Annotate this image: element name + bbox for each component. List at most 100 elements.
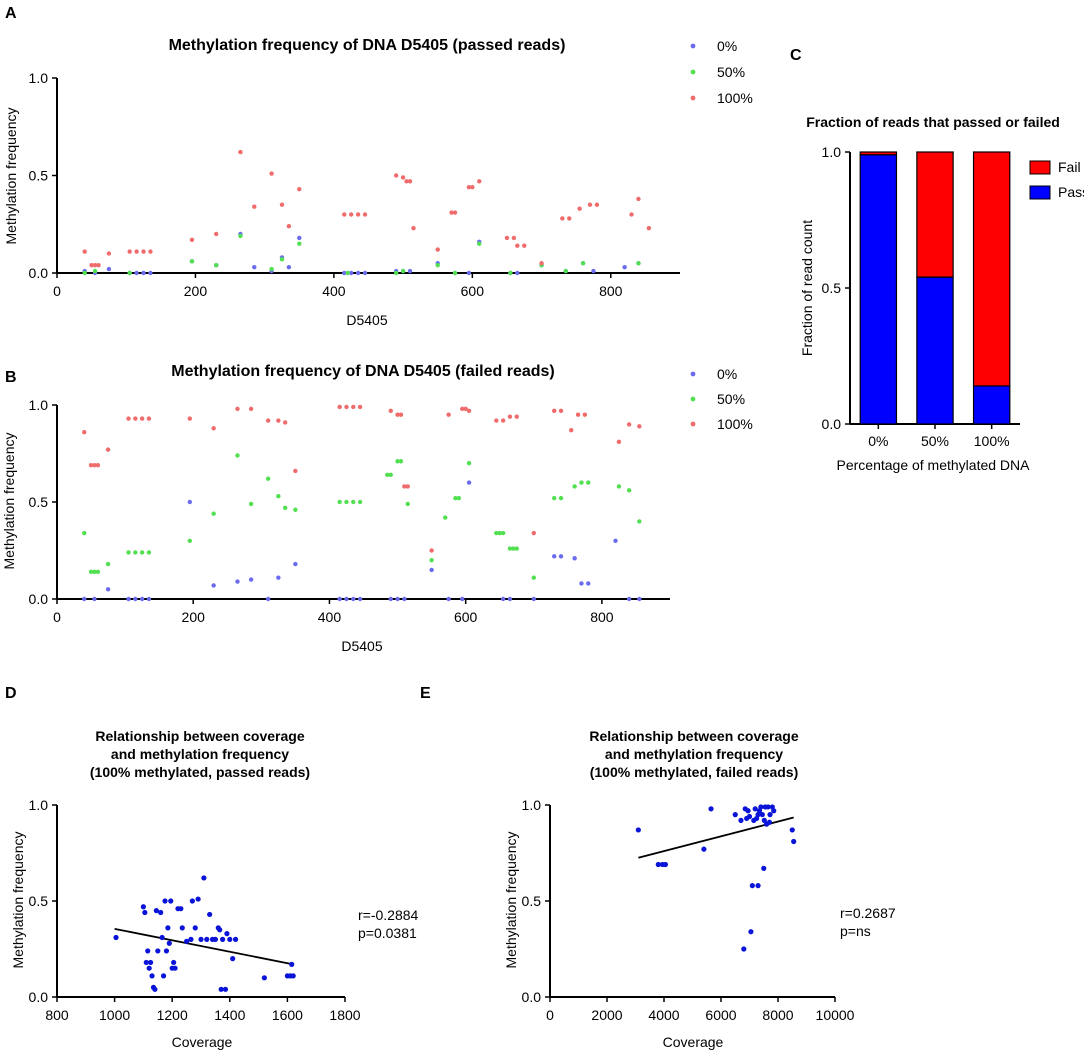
panel-b-point-100pct [187, 416, 193, 421]
panel-a-point-100pct [238, 149, 243, 155]
panel-b-point-100pct [552, 408, 557, 414]
panel-b-point-100pct [105, 447, 111, 452]
panel-d-point [172, 965, 178, 971]
panel-letter-c: C [790, 47, 802, 64]
panel-d-point [261, 975, 267, 981]
panel-b-point-100pct [402, 484, 407, 489]
panel-d-point [184, 938, 190, 944]
panel-d-point [189, 898, 195, 904]
panel-a-point-0pct [148, 270, 153, 276]
panel-b-point-50pct [265, 476, 271, 481]
panel-d-point [201, 875, 207, 881]
panel-d-stat-r: r=-0.2884 [358, 907, 419, 923]
panel-a-point-100pct [92, 263, 98, 268]
panel-e-point [755, 883, 761, 889]
panel-a-y-tick-label: 1.0 [29, 70, 49, 86]
panel-a-title: Methylation frequency of DNA D5405 (pass… [169, 37, 566, 54]
panel-d-marks [113, 875, 296, 992]
panel-b-point-50pct [88, 569, 94, 575]
panel-c-marks [859, 151, 1011, 425]
panel-e-point [662, 861, 669, 868]
panel-b-point-50pct [351, 499, 356, 505]
panel-d-point [224, 931, 230, 937]
panel-b-legend-label: 0% [717, 366, 737, 382]
panel-a-point-100pct [189, 237, 195, 243]
panel-a-axes: 0 200 400 600 800 0.0 0.5 1.0 [29, 70, 680, 299]
panel-d-y-tick-label: 0.0 [29, 989, 49, 1005]
panel-a-legend: 0% 50% 100% [690, 38, 753, 106]
panel-c-y-tick-label: 0.5 [822, 280, 842, 296]
panel-a-point-50pct [238, 233, 243, 239]
panel-d-xlabel: Coverage [172, 1034, 233, 1050]
panel-b-point-100pct [248, 406, 254, 412]
panel-a-point-100pct [629, 212, 634, 217]
panel-d-point [155, 948, 161, 954]
panel-b-point-100pct [446, 412, 451, 417]
panel-a-x-tick-label: 800 [599, 283, 623, 299]
panel-e-point [771, 808, 777, 814]
panel-e-y-tick-label: 0.0 [522, 989, 542, 1005]
panel-a-point-100pct [470, 185, 475, 190]
panel-b-point-50pct [456, 495, 462, 501]
panel-a-point-100pct [477, 179, 482, 184]
panel-b-point-50pct [552, 495, 557, 501]
panel-a-point-100pct [297, 186, 302, 192]
panel-d-ylabel: Methylation frequency [10, 832, 26, 969]
panel-b-point-0pct [139, 596, 145, 602]
panel-d-stat-p: p=0.0381 [358, 925, 417, 941]
panel-b-point-0pct [337, 596, 342, 602]
panel-a-point-50pct [580, 261, 586, 266]
panel-d-point [222, 986, 229, 992]
panel-d-x-tick-label: 1400 [214, 1007, 245, 1023]
panel-b-point-0pct [466, 480, 472, 485]
panel-a-x-tick-label: 200 [184, 283, 208, 299]
panel-a-point-100pct [141, 249, 146, 254]
panel-d-point [159, 934, 165, 941]
panel-e-point [791, 838, 797, 845]
panel-a-point-100pct [148, 249, 153, 254]
panel-c-bar-pass [972, 385, 1011, 425]
panel-c-bar-pass [859, 154, 898, 425]
panel-a-point-100pct [286, 224, 292, 229]
panel-b-point-0pct [579, 581, 584, 586]
panel-a-point-50pct [477, 241, 482, 246]
panel-b-point-0pct [146, 596, 152, 602]
panel-d-y-tick-label: 0.5 [29, 893, 49, 909]
panel-b-point-50pct [626, 488, 632, 493]
panel-d-point [152, 986, 158, 992]
panel-b-point-50pct [344, 499, 349, 505]
panel-d-point [195, 896, 201, 902]
panel-a-point-0pct [297, 235, 302, 241]
panel-b-point-100pct [558, 408, 564, 414]
panel-e-point [749, 883, 755, 889]
panel-c-bar-fail [859, 151, 898, 156]
panel-b-point-50pct [357, 499, 363, 505]
panel-a-point-100pct [355, 212, 361, 217]
panel-a-point-100pct [127, 249, 132, 254]
panel-a-point-0pct [134, 270, 139, 276]
panel-b-point-0pct [357, 596, 363, 602]
panel-b-point-100pct [637, 424, 642, 429]
panel-b-marks [82, 404, 642, 602]
panel-b-point-0pct [265, 596, 271, 602]
panel-a-point-100pct [511, 235, 517, 241]
panel-a-point-100pct [106, 251, 112, 256]
panel-a-point-100pct [348, 212, 354, 217]
panel-d-point [178, 906, 184, 912]
panel-a-point-100pct [452, 210, 458, 215]
panel-d-point [188, 936, 194, 943]
panel-b-point-0pct [126, 596, 131, 602]
panel-e-x-tick-label: 4000 [648, 1007, 679, 1023]
panel-b-point-0pct [626, 596, 632, 602]
panel-a-point-100pct [587, 202, 593, 207]
panel-d-point [192, 925, 198, 931]
panel-e-point [701, 846, 707, 852]
panel-a-point-100pct [393, 173, 399, 178]
panel-c-title: Fraction of reads that passed or failed [806, 114, 1060, 130]
panel-b-point-100pct [398, 412, 404, 417]
panel-b-point-0pct [460, 596, 465, 602]
panel-a-point-0pct [362, 270, 368, 276]
panel-d-point [289, 961, 295, 967]
panel-b-point-0pct [92, 596, 97, 602]
panel-b-point-100pct [500, 418, 506, 423]
